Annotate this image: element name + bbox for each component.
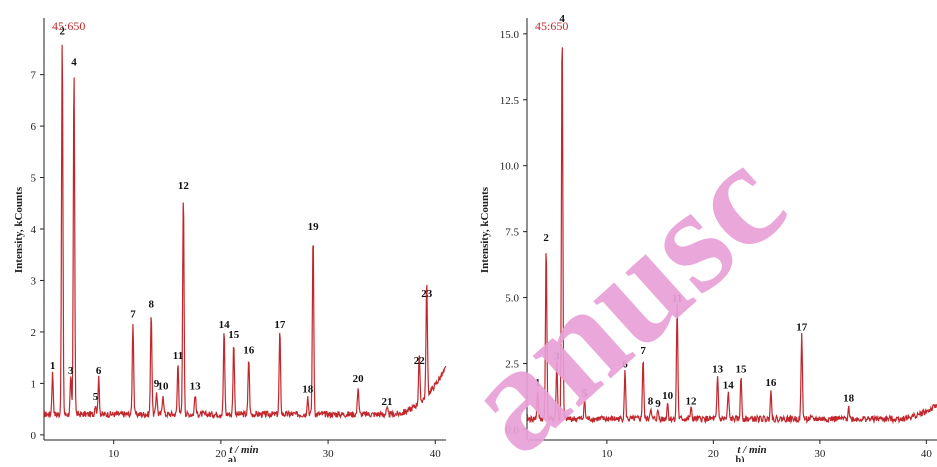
y-tick-label: 15.0 bbox=[500, 29, 520, 41]
peak-label: 2 bbox=[59, 26, 65, 38]
peak-label: 18 bbox=[302, 383, 314, 395]
y-tick-label: 1 bbox=[31, 378, 37, 390]
y-tick-label: 2.5 bbox=[505, 359, 519, 371]
peak-label: 13 bbox=[190, 381, 202, 393]
chromatogram-trace bbox=[526, 47, 937, 425]
y-tick-label: 5.0 bbox=[505, 293, 519, 305]
watermark-text: anusc bbox=[431, 116, 815, 462]
peak-label: 3 bbox=[554, 351, 560, 363]
x-tick-label: 20 bbox=[215, 448, 227, 460]
peak-label: 17 bbox=[274, 319, 286, 331]
method-label: 45:650 bbox=[535, 19, 568, 33]
peak-label: 6 bbox=[96, 365, 102, 377]
peak-label: 21 bbox=[382, 396, 393, 408]
peak-label: 5 bbox=[582, 387, 588, 399]
peak-label: 4 bbox=[559, 13, 565, 25]
peak-label: 11 bbox=[173, 350, 183, 362]
peak-label: 5 bbox=[93, 391, 99, 403]
y-tick-label: 7 bbox=[31, 70, 37, 82]
peak-label: 10 bbox=[662, 390, 674, 402]
peak-label: 14 bbox=[219, 319, 231, 331]
x-tick-label: 10 bbox=[601, 448, 613, 460]
x-tick-label: 20 bbox=[708, 448, 720, 460]
y-tick-label: 2 bbox=[31, 327, 37, 339]
peak-label: 20 bbox=[353, 373, 365, 385]
peak-label: 1 bbox=[50, 360, 56, 372]
chart-panel-2: 0.0 2.5 5.0 7.5 10.0 12.5 15.0 10 20 30 40 Intensit… bbox=[479, 13, 937, 466]
x-tick-label: 10 bbox=[108, 448, 120, 460]
peak-label: 14 bbox=[723, 380, 735, 392]
peak-label: 11 bbox=[672, 292, 682, 304]
peak-label: 16 bbox=[243, 345, 255, 357]
peak-label: 4 bbox=[71, 56, 77, 68]
chromatogram-trace bbox=[43, 44, 447, 420]
y-axis-title: Intensity, kCounts bbox=[479, 186, 491, 273]
peak-label: 10 bbox=[157, 381, 169, 393]
peak-label: 6 bbox=[622, 358, 628, 370]
panel-label: a) bbox=[228, 455, 236, 462]
peak-label: 13 bbox=[712, 364, 724, 376]
peak-label: 1 bbox=[535, 377, 541, 389]
y-tick-label: 5 bbox=[31, 173, 37, 185]
y-tick-label: 10.0 bbox=[500, 161, 520, 173]
peak-label: 18 bbox=[843, 393, 855, 405]
x-tick-label: 40 bbox=[921, 448, 933, 460]
y-tick-label: 0 bbox=[31, 430, 37, 442]
peak-label: 9 bbox=[655, 398, 661, 410]
peak-label: 8 bbox=[148, 298, 154, 310]
x-tick-label: 30 bbox=[814, 448, 826, 460]
peak-label: 19 bbox=[308, 221, 320, 233]
peak-label: 16 bbox=[765, 377, 777, 389]
peak-label: 2 bbox=[543, 232, 549, 244]
x-tick-label: 40 bbox=[430, 448, 442, 460]
peak-label: 23 bbox=[421, 288, 433, 300]
y-tick-label: 3 bbox=[31, 275, 37, 287]
peak-label: 9 bbox=[154, 378, 160, 390]
x-tick-label: 30 bbox=[323, 448, 335, 460]
y-tick-label: 4 bbox=[31, 224, 37, 236]
peak-label: 7 bbox=[130, 309, 136, 321]
y-tick-label: 7.5 bbox=[505, 227, 519, 239]
panel-label: b) bbox=[736, 455, 745, 462]
peak-label: 22 bbox=[414, 355, 426, 367]
peak-label: 7 bbox=[640, 345, 646, 357]
y-axis-title: Intensity, kCounts bbox=[13, 186, 25, 273]
peak-label: 12 bbox=[178, 180, 190, 192]
peak-label: 12 bbox=[686, 395, 698, 407]
y-tick-label: 6 bbox=[31, 121, 37, 133]
x-axis-title: t / min bbox=[737, 444, 766, 456]
y-tick-label: 12.5 bbox=[500, 95, 520, 107]
peak-label: 15 bbox=[736, 364, 748, 376]
peak-label: 15 bbox=[228, 329, 240, 341]
peak-label: 3 bbox=[68, 365, 74, 377]
peak-label: 17 bbox=[796, 322, 808, 334]
y-tick-label: 0.0 bbox=[505, 424, 519, 436]
method-label: 45:650 bbox=[52, 19, 85, 33]
x-axis-title: t / min bbox=[229, 444, 258, 456]
peak-label: 8 bbox=[648, 395, 654, 407]
